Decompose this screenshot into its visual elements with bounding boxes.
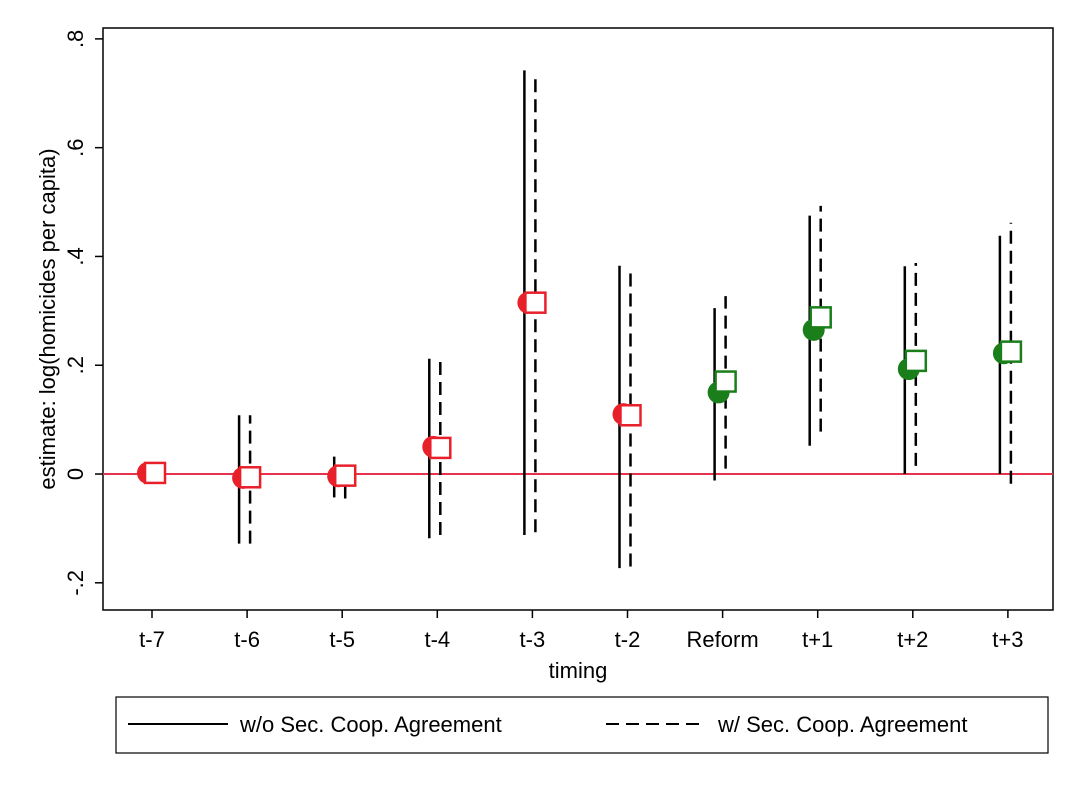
x-tick-label: Reform [687,627,759,652]
y-tick-label: .2 [63,356,88,374]
y-tick-label: 0 [63,468,88,480]
legend-label-with-agreement: w/ Sec. Coop. Agreement [717,712,967,737]
plot-area [102,27,1054,611]
y-tick-label: .4 [63,247,88,265]
x-tick-label: t-3 [520,627,546,652]
x-axis-title: timing [549,658,608,683]
estimate-square-with-agreement [333,464,357,487]
estimate-square-with-agreement [429,436,452,460]
x-axis: t-7 t-6 t-5 t-4 t-3 t-2 Reform t+1 t+2 t+3 [139,610,1024,652]
estimate-square-with-agreement [238,466,262,489]
y-tick-label: .6 [63,138,88,156]
x-tick-label: t-2 [615,627,641,652]
estimate-square-with-agreement [999,340,1023,363]
x-tick-label: t-7 [139,627,165,652]
x-tick-label: t-6 [234,627,260,652]
x-tick-label: t+3 [992,627,1023,652]
x-tick-label: t+2 [897,627,928,652]
confidence-intervals [237,70,1013,569]
point-estimates [137,291,1023,489]
estimate-square-with-agreement [524,291,547,314]
estimate-square-with-agreement [809,306,832,329]
y-axis: -.2 0 .2 .4 .6 .8 [63,30,103,596]
legend-label-without-agreement: w/o Sec. Coop. Agreement [239,712,502,737]
x-tick-label: t-4 [424,627,450,652]
estimate-square-with-agreement [619,404,642,427]
y-tick-label: -.2 [63,570,88,596]
estimate-square-with-agreement [143,461,167,485]
y-axis-title: estimate: log(homicides per capita) [35,148,60,489]
y-tick-label: .8 [63,30,88,48]
legend-box [115,696,1049,754]
x-tick-label: t+1 [802,627,833,652]
estimate-square-with-agreement [904,349,928,373]
legend: w/o Sec. Coop. Agreement w/ Sec. Coop. A… [115,696,1049,754]
x-tick-label: t-5 [329,627,355,652]
estimate-square-with-agreement [714,370,737,393]
